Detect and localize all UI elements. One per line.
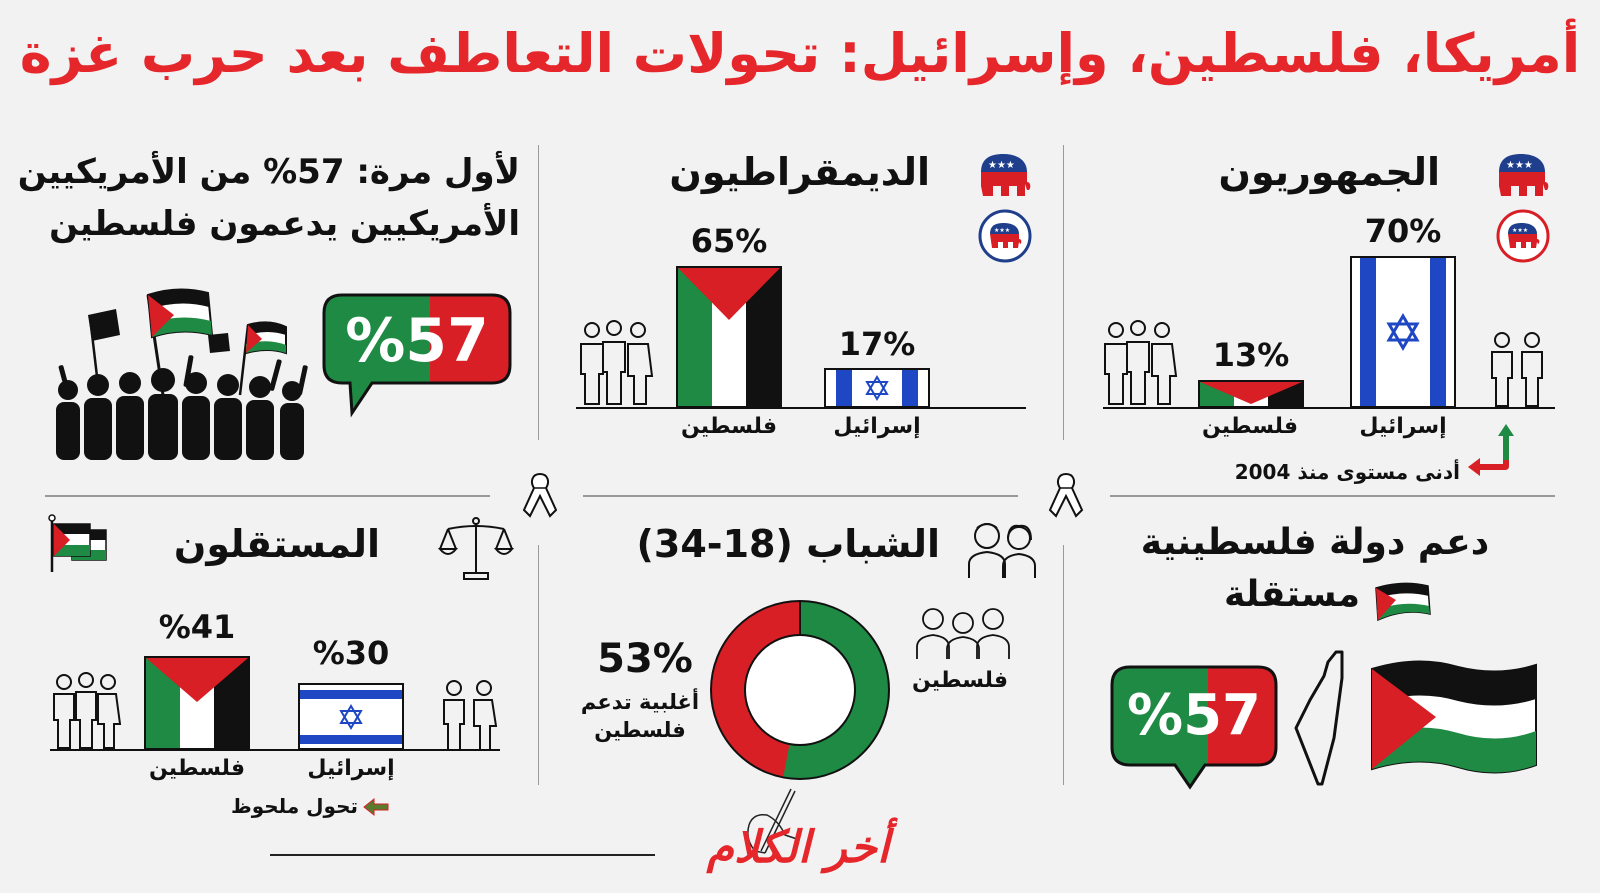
divider [538, 145, 539, 440]
gop-elephant-icon: ★★★ [981, 154, 1031, 196]
writing-hand-icon [747, 788, 798, 854]
svg-text:★★★: ★★★ [994, 227, 1010, 234]
bubble-value: %57 [1126, 683, 1262, 748]
page-title: أمريكا، فلسطين، وإسرائيل: تحولات التعاطف… [19, 22, 1581, 85]
donut-caption-line2: فلسطين [594, 718, 686, 742]
panel-title-line1: لأول مرة: 57% من الأمريكيين [17, 152, 520, 192]
palestine-map-icon [1294, 650, 1344, 786]
divider [45, 495, 490, 497]
divider [583, 495, 1018, 497]
brand-logo: أخر الكلام [706, 822, 890, 873]
palestine-label: فلسطين [1202, 414, 1298, 439]
palestine-pct: 13% [1212, 336, 1290, 374]
people-group-icon [1104, 320, 1178, 405]
divider [538, 545, 539, 785]
people-group-icon [916, 608, 1010, 659]
panel-title: الشباب (18-34) [636, 522, 940, 566]
gop-circle-icon: ★★★ [978, 209, 1032, 263]
panel-title: المستقلون [173, 522, 380, 566]
chart-baseline [50, 749, 500, 751]
people-pair-icon [443, 680, 498, 750]
chart-baseline [576, 407, 1026, 409]
protest-crowd-icon [56, 288, 308, 460]
trend-arrow-icon [1468, 424, 1514, 476]
scales-of-justice-icon [438, 517, 514, 580]
palestine-flag-icon [1371, 660, 1537, 774]
israel-label: إسرائيل [1359, 414, 1447, 439]
panel-title-line2: الأمريكيين يدعمون فلسطين [49, 204, 520, 244]
chart-baseline [1103, 407, 1555, 409]
bubble-value: %57 [345, 306, 489, 376]
svg-text:★★★: ★★★ [988, 160, 1015, 171]
israel-pct: 17% [838, 325, 916, 363]
speech-bubble [322, 293, 512, 418]
israel-bar [824, 368, 930, 408]
young-people-icon [968, 523, 1036, 578]
donut-pct: 53% [597, 636, 693, 682]
israel-pct: 70% [1364, 212, 1442, 250]
panel-title-line1: دعم دولة فلسطينية [1140, 522, 1490, 563]
palestine-pct: %41 [158, 608, 236, 646]
svg-text:★★★: ★★★ [1512, 227, 1528, 234]
svg-text:★★★: ★★★ [1506, 160, 1533, 171]
palestine-bar [1198, 380, 1304, 408]
people-group-icon [580, 320, 654, 405]
gop-elephant-icon: ★★★ [1499, 154, 1549, 196]
divider [1110, 495, 1555, 497]
palestine-label: فلسطين [149, 756, 245, 781]
annotation-note: أدنى مستوى منذ 2004 [1234, 460, 1460, 484]
annotation-note: تحول ملحوظ [230, 794, 358, 818]
people-group-icon [53, 672, 122, 749]
palestine-pct: 65% [690, 222, 768, 260]
divider [1063, 545, 1064, 785]
israel-label: إسرائيل [833, 414, 921, 439]
palestine-bar [676, 266, 782, 408]
panel-title: الديمقراطيون [669, 150, 930, 194]
israel-pct: %30 [312, 634, 390, 672]
israel-bar [298, 683, 404, 750]
palestine-flag-icon [48, 514, 107, 572]
israel-label: إسرائيل [307, 756, 395, 781]
panel-title-line2: مستقلة [1223, 574, 1360, 615]
people-pair-icon [1491, 332, 1543, 407]
panel-title: الجمهوريون [1218, 150, 1440, 194]
side-label: فلسطين [912, 668, 1008, 693]
divider [1063, 145, 1064, 440]
gop-circle-icon: ★★★ [1496, 209, 1550, 263]
arrow-left-icon [363, 797, 389, 817]
footer-rule [270, 854, 655, 856]
speech-bubble [1110, 665, 1278, 790]
palestine-label: فلسطين [681, 414, 777, 439]
ribbon-icon [1048, 472, 1084, 518]
ribbon-icon [522, 472, 558, 518]
palestine-flag-icon [1375, 582, 1431, 622]
palestine-bar [144, 656, 250, 750]
donut-caption-line1: أغلبية تدعم [580, 690, 700, 714]
donut-chart [710, 600, 890, 780]
israel-bar [1350, 256, 1456, 408]
